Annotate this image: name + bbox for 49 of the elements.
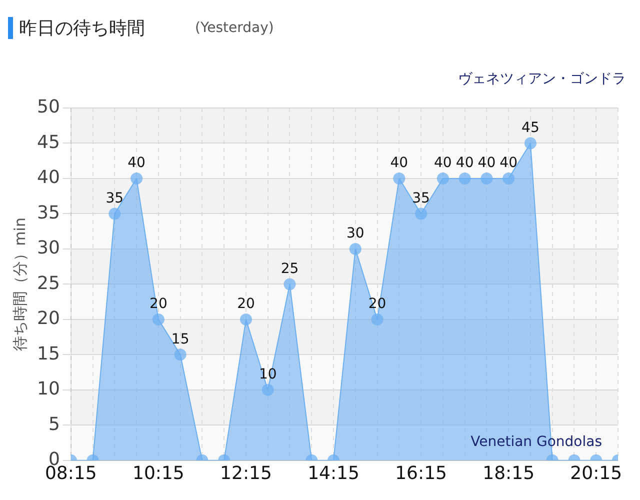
y-tick-label: 35: [37, 202, 60, 224]
point: [152, 313, 164, 326]
data-label: 25: [280, 260, 299, 277]
data-label: 40: [390, 155, 408, 172]
point: [393, 172, 406, 184]
point: [108, 208, 121, 220]
x-tick-label: 18:15: [482, 462, 535, 484]
data-label: 40: [434, 155, 452, 172]
data-label: 15: [171, 331, 190, 348]
y-tick-label: 15: [37, 343, 60, 364]
point: [458, 172, 471, 184]
data-label: 40: [478, 155, 496, 172]
y-tick-label: 50: [37, 96, 60, 118]
point: [240, 313, 252, 326]
data-label: 35: [106, 190, 124, 206]
x-tick-label: 12:15: [220, 462, 272, 484]
point: [284, 278, 296, 290]
data-label: 45: [522, 120, 540, 136]
x-tick-label: 20:15: [570, 462, 622, 484]
data-label: 20: [237, 296, 255, 312]
y-tick-label: 10: [37, 378, 60, 400]
data-label: 20: [368, 296, 386, 312]
y-tick-label: 30: [37, 238, 60, 259]
x-tick-label: 14:15: [308, 462, 360, 484]
x-tick-label: 10:15: [132, 462, 184, 484]
data-label: 35: [412, 190, 430, 206]
point: [130, 172, 143, 184]
data-label: 40: [128, 155, 146, 172]
point: [349, 242, 362, 255]
chart-title: 昨日の待ち時間: [19, 17, 145, 40]
data-label: 40: [456, 155, 474, 172]
y-tick-label: 45: [37, 132, 60, 153]
y-tick-label: 40: [37, 167, 60, 188]
point: [371, 313, 384, 326]
y-axis-title: 待ち時間（分）min: [10, 218, 29, 351]
point: [436, 172, 449, 184]
y-tick-label: 5: [48, 414, 60, 435]
point: [415, 208, 428, 220]
x-tick-label: 16:15: [395, 462, 447, 484]
chart-subtitle: (Yesterday): [195, 20, 274, 36]
data-label: 30: [346, 226, 364, 242]
text: ヴェネツィアン・ゴンドラ: [457, 70, 627, 88]
data-label: 10: [258, 366, 277, 383]
point: [480, 172, 493, 184]
point: [524, 137, 536, 150]
y-tick-label: 20: [37, 308, 60, 330]
point: [502, 172, 515, 184]
data-label: 40: [500, 155, 518, 172]
y-tick-label: 25: [37, 272, 60, 294]
